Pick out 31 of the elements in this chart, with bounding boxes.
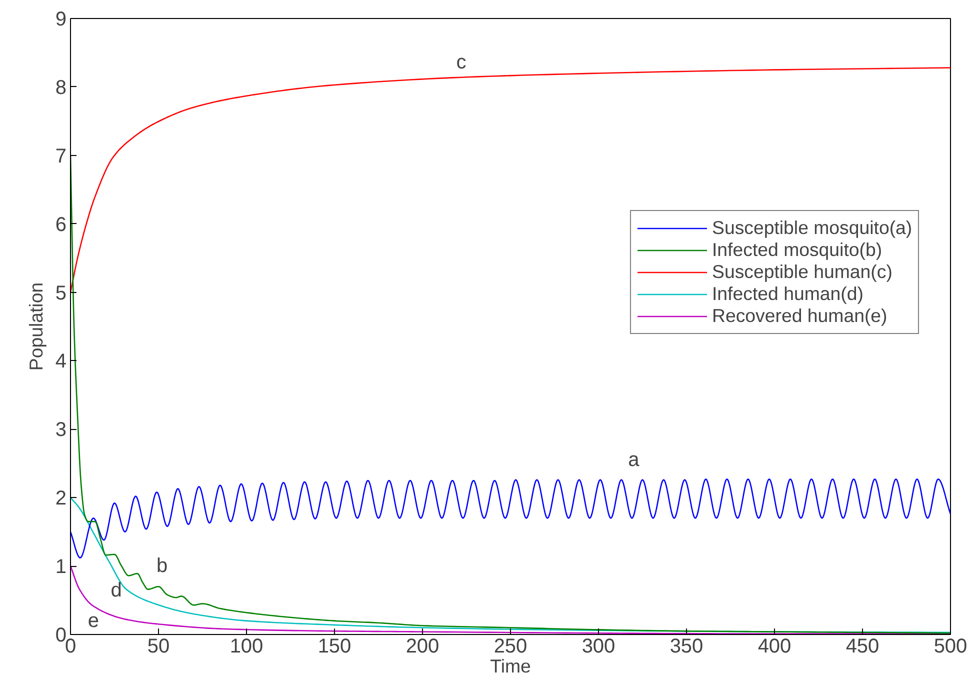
legend-label: Infected human(d) — [712, 283, 864, 305]
y-tick-label: 8 — [55, 76, 66, 99]
x-tick-label: 150 — [318, 636, 352, 658]
annotation: b — [156, 555, 168, 578]
y-tick-label: 4 — [55, 350, 66, 373]
annotation: a — [628, 448, 640, 471]
x-tick-label: 50 — [147, 636, 170, 658]
legend-label: Infected mosquito(b) — [712, 239, 882, 261]
x-tick-label: 250 — [494, 636, 528, 658]
x-axis-title: Time — [490, 656, 531, 676]
x-tick-label: 450 — [846, 636, 880, 658]
legend-label: Susceptible human(c) — [712, 261, 892, 283]
annotation: c — [456, 51, 466, 74]
y-tick-label: 6 — [55, 214, 66, 236]
y-tick-label: 7 — [55, 145, 66, 168]
y-tick-label: 5 — [55, 282, 66, 304]
x-tick-label: 200 — [406, 636, 440, 658]
x-tick-label: 350 — [670, 636, 704, 658]
y-tick-label: 2 — [55, 488, 66, 510]
y-axis-title: Population — [25, 282, 46, 371]
legend-label: Recovered human(e) — [712, 305, 888, 327]
x-tick-label: 400 — [758, 636, 792, 658]
annotation: d — [110, 580, 122, 602]
x-tick-label: 500 — [934, 636, 968, 658]
x-tick-label: 100 — [230, 636, 264, 658]
legend-label: Susceptible mosquito(a) — [712, 217, 912, 239]
y-tick-label: 3 — [55, 419, 66, 442]
annotation: e — [88, 610, 99, 632]
x-tick-label: 300 — [582, 636, 616, 658]
y-tick-label: 9 — [55, 8, 66, 30]
y-tick-label: 1 — [55, 556, 66, 578]
